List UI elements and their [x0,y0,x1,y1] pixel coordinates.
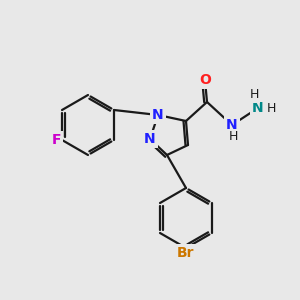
Text: H: H [266,101,276,115]
Text: H: H [228,130,238,143]
Text: F: F [51,133,61,147]
Text: H: H [249,88,259,101]
Text: Br: Br [177,246,195,260]
Text: F: F [51,133,61,147]
Text: N: N [226,118,238,132]
Text: Br: Br [177,246,195,260]
Text: O: O [199,73,211,87]
Text: N: N [144,132,156,146]
Text: H: H [249,88,259,101]
Text: H: H [266,101,276,115]
Text: N: N [152,108,164,122]
Text: N: N [144,132,156,146]
Text: N: N [226,118,238,132]
Text: N: N [252,101,264,115]
Text: H: H [228,130,238,143]
Text: O: O [199,73,211,87]
Text: N: N [152,108,164,122]
Text: N: N [252,101,264,115]
